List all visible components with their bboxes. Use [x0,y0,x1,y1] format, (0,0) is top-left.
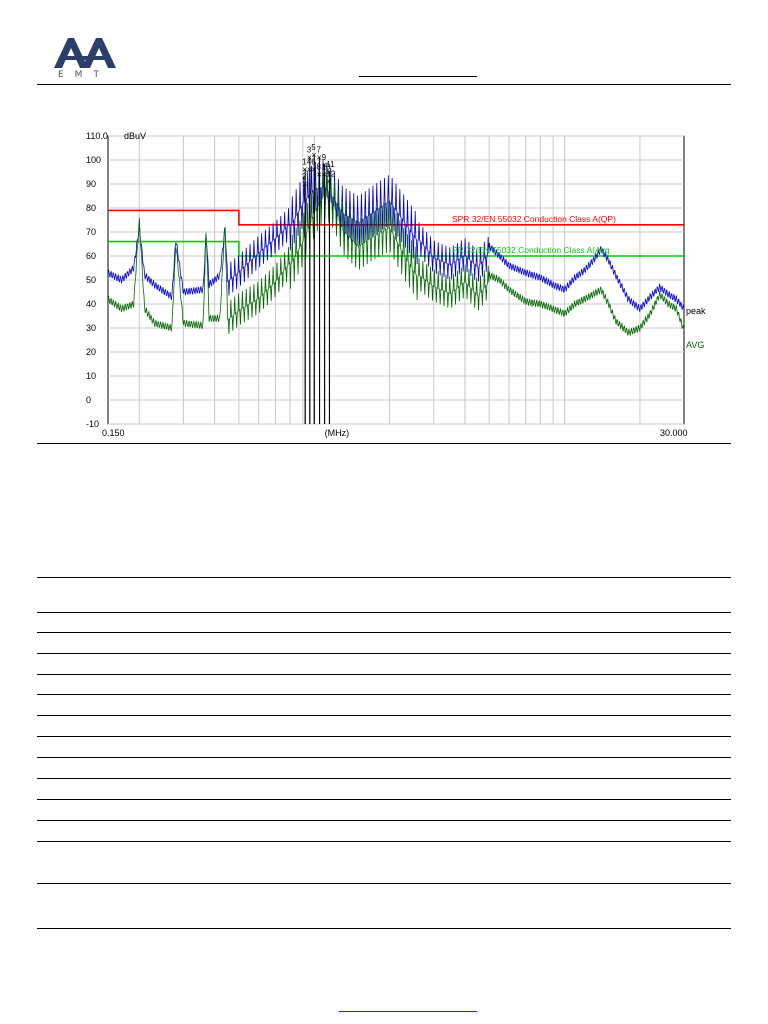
y-tick-label: 90 [86,179,96,189]
marker-symbol: × [311,165,316,175]
x-max-label: 30.000 [660,428,688,438]
y-tick-label: 110.0 [86,131,108,141]
y-tick-label: 10 [86,371,96,381]
y-tick-label: 60 [86,251,96,261]
y-axis-label: dBuV [124,131,146,141]
marker-number: 5 [311,143,316,152]
limit-line [108,240,684,257]
conducted-emission-chart: ×1×2×3×4×5×6 ×7×8 ×9×10×11×12 110.01009080… [86,131,706,438]
table-row-border [37,883,731,884]
aa-emt-logo-icon [54,38,116,68]
marker-symbol: × [322,160,327,170]
limit-label: PR 32/EN 55032 Conduction Class A(Avg [452,245,610,255]
marker-number: 3 [307,146,312,155]
table-row-border [37,653,731,654]
limit-label: SPR 32/EN 55032 Conduction Class A(QP) [452,214,616,224]
table-row-border [37,778,731,779]
table-row-border [37,928,731,929]
marker-number: 8 [317,162,322,171]
x-min-label: 0.150 [102,428,125,438]
y-tick-label: 20 [86,347,96,357]
table-row-border [37,820,731,821]
y-tick-label: 30 [86,323,96,333]
marker-symbol: × [302,165,307,175]
y-tick-label: 0 [86,395,91,405]
marker-symbol: × [302,179,307,189]
table-row-border [37,736,731,737]
series-avg-line [107,170,685,336]
chart-markers: ×1×2×3×4×5×6 ×7×8 ×9×10×11×12 [302,143,336,424]
marker-number: 7 [317,146,322,155]
marker-number: 1 [302,158,307,167]
y-tick-label: 40 [86,299,96,309]
marker-symbol: × [326,177,331,187]
marker-number: 6 [311,158,316,167]
marker-symbol: × [317,153,322,163]
table-row-border [37,674,731,675]
marker-symbol: × [307,153,312,163]
marker-number: 2 [302,172,307,181]
y-tick-label: -10 [86,419,99,429]
table-row-border [37,757,731,758]
logo-text: EMT [58,70,110,80]
y-tick-label: 80 [86,203,96,213]
marker-number: 9 [322,153,327,162]
x-axis-label: (MHz) [325,428,350,438]
trace-label-avg: AVG [686,340,704,350]
marker-symbol: × [311,150,316,160]
limit-line [108,209,684,226]
marker-symbol: × [307,165,312,175]
results-table [37,577,731,929]
marker-number: 4 [307,158,312,167]
table-row-border [37,715,731,716]
header-rule [37,84,731,85]
y-tick-label: 100 [86,155,101,165]
chart-labels: 110.01009080706050403020100-10dBuV(MHz)0… [86,131,706,438]
y-tick-label: 70 [86,227,96,237]
table-row-border [37,694,731,695]
marker-symbol: × [317,169,322,179]
table-row-border [37,612,731,613]
table-row-border [37,799,731,800]
marker-number: 10 [322,162,331,171]
marker-symbol: × [326,167,331,177]
marker-number: 11 [326,160,335,169]
chart-bottom-rule [37,443,731,444]
y-tick-label: 50 [86,275,96,285]
marker-symbol: × [322,169,327,179]
header-title-underline [359,76,477,77]
chart-series [107,160,685,336]
table-row-border [37,841,731,842]
table-row-border [37,577,731,578]
chart-limit-lines [108,209,684,257]
table-row-border [37,632,731,633]
footer-link[interactable] [339,1011,477,1012]
series-peak-line [107,160,685,312]
marker-number: 12 [326,170,335,179]
chart-grid [107,135,685,425]
trace-label-peak: peak [686,306,706,316]
